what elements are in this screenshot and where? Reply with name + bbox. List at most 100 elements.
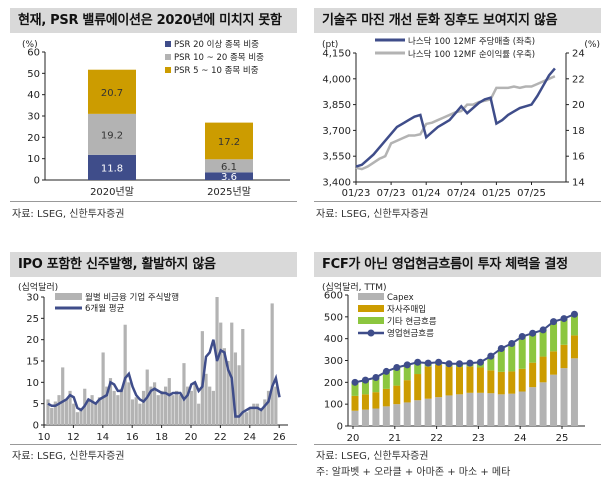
bar [101,352,105,425]
bar [208,386,212,425]
chart2-yr-tick-label: 14 [572,178,585,189]
data-label: 20.7 [101,88,123,99]
moving-average-line [47,339,281,418]
bar [182,363,186,425]
legend-label: 영업현금흐름 [387,328,434,339]
chart3-title: IPO 포함한 신주발행, 활발하지 않음 [10,252,297,277]
bar-segment [539,382,547,426]
bar-segment [487,356,495,371]
bar-segment [466,392,474,426]
chart2-source: 자료: LSEG, 신한투자증권 [316,209,429,220]
bar [105,386,109,425]
bar-segment [435,364,443,398]
chart4-y-tick-label: 500 [324,312,343,323]
bar [237,365,241,425]
bar [193,382,197,425]
bar-segment [560,368,568,426]
legend-swatch [165,54,171,60]
x-tick-label: 26 [273,432,286,443]
ocf-point [372,374,380,382]
bar-segment [393,404,401,426]
bar [156,395,160,425]
chart4-y-tick-label: 200 [324,378,343,389]
legend-marker [367,329,375,337]
chart2-yr-tick-label: 18 [572,126,585,137]
chart1-title: 현재, PSR 밸류에이션은 2020년에 미치지 못함 [10,8,297,33]
ocf-point [497,344,505,352]
y-unit-label: (십억달러) [18,281,58,293]
data-label: 6.1 [221,162,237,173]
bar [164,386,168,425]
ocf-point [539,326,547,334]
x-tick-label: 2025년말 [207,186,251,198]
chart4-note: 주: 알파벳 + 오라클 + 아마존 + 마소 + 메타 [316,467,511,478]
bar [97,397,102,425]
bar [263,399,267,425]
x-tick-label: 16 [126,432,139,443]
legend-label: 나스닥 100 12MF 주당매출 (좌축) [408,36,535,47]
bar-segment [351,410,359,426]
bar [53,401,57,425]
bar-segment [487,370,495,394]
bar-segment [372,377,380,393]
chart3-y-tick-label: 5 [33,399,39,410]
bar-segment [372,408,380,426]
x-tick-label: 07/23 [377,188,406,199]
chart4-source: 자료: LSEG, 신한투자증권 [316,451,429,462]
legend-swatch [358,317,384,324]
x-tick-label: 2020년말 [90,186,134,198]
bar [197,403,201,425]
bar [75,412,79,425]
chart3-y-tick-label: 30 [26,293,39,304]
bar-segment [508,371,516,394]
bar [94,403,98,425]
chart3-y-tick-label: 10 [26,378,39,389]
bar-segment [403,402,411,426]
chart1-y-tick-label: 10 [27,154,40,165]
bar [175,390,179,425]
bar-segment [550,321,558,352]
chart4-y-tick-label: 100 [324,400,343,411]
x-tick-label: 20 [347,433,360,444]
chart3-y-tick-label: 15 [26,357,39,368]
chart1-y-tick-label: 60 [27,48,40,59]
ocf-point [351,378,359,386]
bar-segment [351,382,359,396]
bar-segment [361,380,369,395]
bar-segment [518,336,526,369]
bar [167,378,171,425]
bar [90,395,94,425]
bar [189,390,193,425]
bar-segment [456,394,463,426]
bar-segment [205,159,253,173]
bar-segment [456,367,463,395]
bar-segment [476,367,484,393]
ocf-point [414,358,422,366]
bar [244,412,249,425]
bar [123,324,127,425]
bar-segment [435,397,443,426]
bar [171,395,175,425]
chart2-yr-tick-label: 22 [572,74,585,85]
bar-segment [476,392,484,426]
x-tick-label: 24 [243,432,256,443]
bar-segment [205,172,253,180]
chart2-yl-tick-label: 4,150 [322,49,351,60]
divider [314,201,601,202]
chart4-y-tick-label: 0 [337,422,343,433]
chart2-yl-tick-label: 3,400 [322,178,351,189]
x-tick-label: 23 [472,433,485,444]
bar [127,382,131,425]
bar [219,322,223,425]
x-tick-label: 24 [514,433,527,444]
x-tick-label: 01/25 [482,188,511,199]
bar [57,395,61,425]
bar-segment [570,358,578,426]
legend-label: Capex [387,293,414,303]
chart1-y-tick-label: 20 [27,133,40,144]
bar-segment [414,362,422,375]
bar [230,322,234,425]
x-tick-label: 25 [556,433,569,444]
x-tick-label: 22 [430,433,443,444]
bar-segment [560,318,568,345]
